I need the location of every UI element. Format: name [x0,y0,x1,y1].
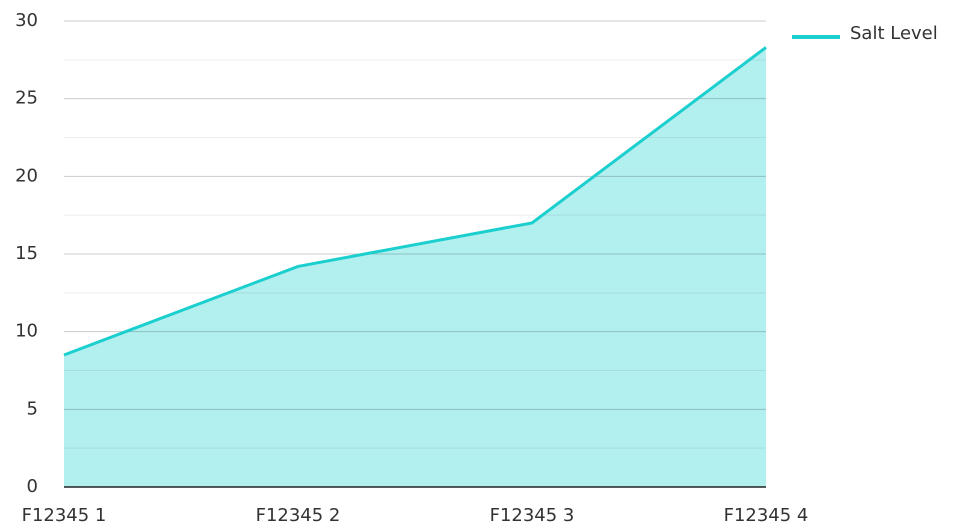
area-fill [64,47,766,487]
y-tick-label: 5 [27,398,38,419]
x-tick-label: F12345 2 [256,505,341,526]
line [63,46,767,357]
y-tick-label: 15 [15,243,38,264]
y-tick-label: 20 [15,165,38,186]
legend-label: Salt Level [850,23,938,44]
y-tick-label: 30 [15,10,38,31]
y-tick-label: 0 [27,476,38,497]
x-tick-label: F12345 3 [490,505,575,526]
y-tick-label: 10 [15,321,38,342]
x-tick-label: F12345 4 [724,505,809,526]
y-tick-label: 25 [15,88,38,109]
x-tick-label: F12345 1 [22,505,107,526]
